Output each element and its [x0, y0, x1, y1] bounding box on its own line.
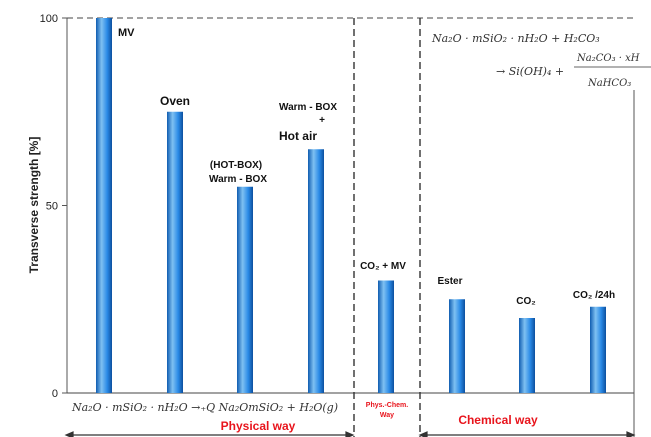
bar-label-hotair: Hot air	[279, 129, 317, 143]
bar	[449, 299, 465, 393]
bar-label-warmbox-2: Warm - BOX	[279, 102, 337, 113]
bar-label-oven: Oven	[160, 94, 190, 108]
y-axis-label: Transverse strength [%]	[27, 137, 41, 274]
chem-equation-line-1: Na₂O · mSiO₂ · nH₂O + H₂CO₃	[431, 32, 600, 45]
bar-label-ester: Ester	[437, 276, 462, 287]
bar-label-co2-24h: CO₂ /24h	[573, 290, 615, 301]
bar-label-co2: CO₂	[516, 296, 535, 307]
chem-equation-line-2: → Si(OH)₄ +	[496, 65, 564, 78]
bar	[167, 111, 183, 393]
bar	[590, 306, 606, 393]
bar-label-plus: +	[319, 115, 325, 126]
bar	[519, 318, 535, 393]
bar-label-warmbox: Warm - BOX	[209, 174, 267, 185]
bar	[378, 280, 394, 393]
bar	[308, 149, 324, 393]
group-label-physchem: Phys.-Chem.	[366, 402, 408, 409]
bar-label-mv: MV	[118, 27, 135, 39]
bar-label-co2-mv: CO₂ + MV	[360, 261, 406, 272]
bar	[96, 18, 112, 393]
y-ticks: 0 50 100	[40, 13, 67, 400]
chem-equation-frac-top: Na₂CO₃ · xH	[576, 53, 640, 64]
group-label-physchem-2: Way	[380, 412, 394, 419]
bar	[237, 186, 253, 393]
chem-equation-frac-bottom: NaHCO₃	[587, 78, 631, 89]
y-tick-label: 100	[40, 13, 58, 25]
y-tick-label: 50	[46, 201, 58, 213]
group-label-chemical: Chemical way	[458, 413, 538, 427]
bars	[96, 18, 606, 393]
bar-label-hotbox: (HOT-BOX)	[210, 160, 262, 171]
group-label-physical: Physical way	[221, 419, 296, 433]
physical-equation: Na₂O · mSiO₂ · nH₂O →₊Q Na₂OmSiO₂ + H₂O(…	[71, 401, 338, 414]
bracket-arrows	[64, 431, 636, 437]
y-tick-label: 0	[52, 388, 58, 400]
